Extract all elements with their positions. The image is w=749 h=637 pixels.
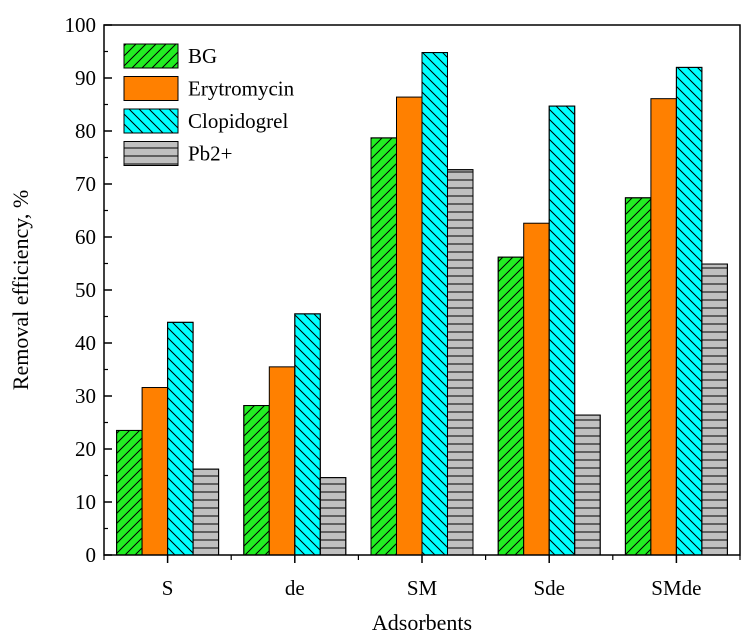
y-tick-label: 70 [75,172,96,196]
bar-hatch [116,429,143,556]
y-tick-label: 40 [75,331,96,355]
bar-hatch [548,105,576,556]
legend-label: Clopidogrel [188,109,288,133]
y-tick-label: 20 [75,437,96,461]
bar-hatch [167,321,194,556]
y-tick-label: 90 [75,66,96,90]
x-tick-label: SMde [651,576,701,600]
bar-erytromycin-sm [396,96,423,556]
y-tick-label: 0 [86,543,97,567]
bar-hatch [675,66,703,556]
legend-label: BG [188,44,217,68]
bar-erytromycin-smde [650,98,677,556]
bar-hatch [370,137,397,556]
bar-hatch [243,405,270,556]
bar-hatch [192,468,220,556]
legend-swatch-hatch [123,108,179,134]
plot-frame [103,24,741,556]
legend-swatch-hatch [123,43,179,69]
bar-hatch [294,313,321,556]
bars-layer [116,52,728,556]
y-tick-label: 10 [75,490,96,514]
y-axis-title: Removal efficiency, % [8,190,33,390]
x-tick-label: S [162,576,174,600]
x-axis-title: Adsorbents [372,610,472,635]
y-axis-ticks: 0 10 20 30 40 50 60 70 80 90 100 [65,13,112,567]
y-tick-label: 100 [65,13,97,37]
legend-swatch [123,76,179,101]
y-tick-label: 50 [75,278,96,302]
legend-label: Pb2+ [188,142,233,166]
bar-hatch [701,263,728,556]
bar-hatch [421,52,448,556]
bar-hatch [447,169,474,556]
legend-label: Erytromycin [188,77,295,101]
bar-hatch [319,477,347,556]
bar-erytromycin-sde [523,222,550,556]
x-tick-label: de [285,576,305,600]
y-tick-label: 80 [75,119,96,143]
y-tick-label: 60 [75,225,96,249]
x-tick-label: Sde [533,576,565,600]
bar-hatch [624,197,652,556]
legend-swatch-hatch [123,141,179,166]
x-tick-label: SM [407,576,438,600]
legend: BG Erytromycin Clopidogrel Pb2+ [123,43,295,166]
bar-erytromycin-s [141,387,169,556]
bar-hatch [574,414,601,556]
bar-erytromycin-de [268,366,296,556]
bar-hatch [497,256,525,556]
y-tick-label: 30 [75,384,96,408]
